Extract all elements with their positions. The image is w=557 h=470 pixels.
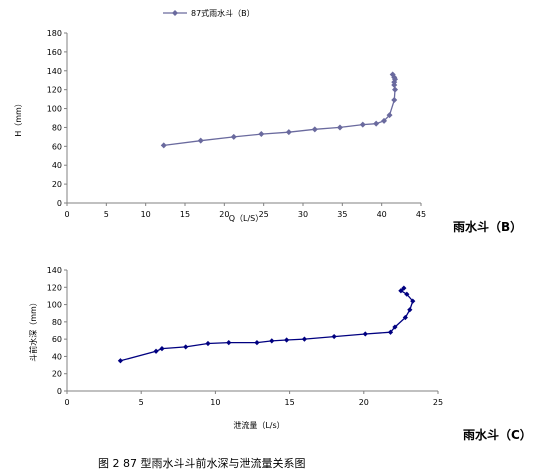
data-point xyxy=(407,307,413,313)
y-tick-label: 100 xyxy=(47,301,62,310)
legend-marker xyxy=(172,10,178,16)
data-point xyxy=(311,126,318,133)
y-tick-label: 0 xyxy=(57,387,62,396)
x-tick-label: 15 xyxy=(285,398,295,407)
y-tick-label: 180 xyxy=(47,29,62,38)
x-tick-label: 5 xyxy=(104,210,109,219)
series-line xyxy=(163,74,396,147)
chart-b-side-label: 雨水斗（B） xyxy=(453,219,522,234)
data-point xyxy=(410,298,416,304)
x-tick-label: 0 xyxy=(64,210,69,219)
y-tick-label: 20 xyxy=(52,370,62,379)
data-point xyxy=(205,340,211,347)
y-tick-label: 0 xyxy=(57,199,62,208)
chart-c-side-label: 雨水斗（C） xyxy=(463,427,532,442)
data-point xyxy=(284,337,290,343)
data-point xyxy=(359,121,366,128)
y-tick-label: 140 xyxy=(47,67,62,76)
data-point xyxy=(387,329,394,335)
y-axis-label: H（mm） xyxy=(14,99,23,137)
x-axis-label: Q（L/S） xyxy=(229,214,264,223)
data-point xyxy=(402,314,408,321)
legend-label: 87式雨水斗（B） xyxy=(191,8,255,18)
y-tick-label: 60 xyxy=(52,335,62,344)
y-tick-label: 80 xyxy=(52,318,62,327)
x-tick-label: 25 xyxy=(433,398,443,407)
y-tick-label: 140 xyxy=(47,266,62,275)
data-point xyxy=(230,133,237,140)
data-point xyxy=(389,71,396,78)
data-point xyxy=(336,124,343,131)
y-tick-label: 120 xyxy=(47,86,62,95)
x-tick-label: 25 xyxy=(259,210,269,219)
data-point xyxy=(401,285,407,291)
x-axis-label: 泄流量（L/s） xyxy=(233,420,284,430)
data-point xyxy=(226,340,232,346)
data-point xyxy=(160,142,167,149)
data-point xyxy=(386,112,393,119)
y-tick-label: 80 xyxy=(52,123,62,132)
figure-caption: 图 2 87 型雨水斗斗前水深与泄流量关系图 xyxy=(98,456,305,470)
data-point xyxy=(258,131,265,138)
data-point xyxy=(331,333,337,340)
x-tick-label: 45 xyxy=(416,210,426,219)
x-tick-label: 5 xyxy=(139,398,144,407)
x-tick-label: 10 xyxy=(210,398,220,407)
chart-c: 0 20 40 60 80 100 120 140 0 5 10 15 20 25 泄流量（L/s） 斗前水深… xyxy=(28,266,443,430)
data-point xyxy=(362,331,368,337)
data-point xyxy=(254,340,260,346)
data-point xyxy=(391,97,398,104)
y-tick-label: 60 xyxy=(52,142,62,151)
x-tick-label: 0 xyxy=(64,398,69,407)
x-tick-label: 15 xyxy=(180,210,190,219)
y-tick-label: 120 xyxy=(47,283,62,292)
y-tick-label: 20 xyxy=(52,180,62,189)
data-point xyxy=(183,344,189,350)
data-point xyxy=(404,291,410,297)
y-axis-label: 斗前水深（mm） xyxy=(28,298,38,362)
data-point xyxy=(392,324,398,330)
x-tick-label: 40 xyxy=(377,210,387,219)
y-tick-label: 160 xyxy=(47,48,62,57)
y-tick-label: 40 xyxy=(52,161,62,170)
data-point xyxy=(197,137,204,144)
chart-b: 0 20 40 60 80 100 120 140 160 180 0 5 10 15 20 25 30 35 40… xyxy=(14,8,426,223)
y-tick-label: 40 xyxy=(52,352,62,361)
data-point xyxy=(398,288,404,294)
y-tick-label: 100 xyxy=(47,105,62,114)
data-point xyxy=(301,336,308,342)
data-point xyxy=(392,86,399,93)
data-point xyxy=(117,358,124,364)
x-tick-label: 30 xyxy=(298,210,308,219)
data-point xyxy=(159,346,165,352)
data-point xyxy=(373,120,380,127)
x-tick-label: 35 xyxy=(337,210,347,219)
data-point xyxy=(269,338,275,344)
data-point xyxy=(381,117,388,124)
data-point xyxy=(285,129,292,136)
series-line xyxy=(120,287,414,362)
x-tick-label: 20 xyxy=(219,210,229,219)
data-point xyxy=(153,348,159,354)
x-tick-label: 10 xyxy=(141,210,151,219)
x-tick-label: 20 xyxy=(359,398,369,407)
